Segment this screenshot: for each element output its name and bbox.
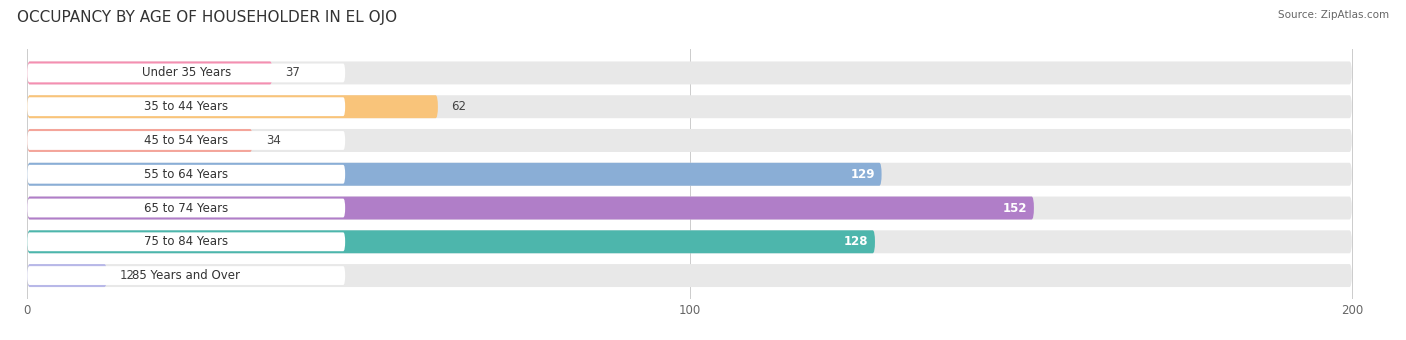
Text: Under 35 Years: Under 35 Years xyxy=(142,66,231,80)
FancyBboxPatch shape xyxy=(27,95,1351,118)
Text: 85 Years and Over: 85 Years and Over xyxy=(132,269,240,282)
FancyBboxPatch shape xyxy=(27,264,107,287)
Text: 34: 34 xyxy=(266,134,281,147)
FancyBboxPatch shape xyxy=(27,230,875,253)
FancyBboxPatch shape xyxy=(27,165,346,184)
Text: 12: 12 xyxy=(120,269,135,282)
Text: 129: 129 xyxy=(851,168,875,181)
Text: 65 to 74 Years: 65 to 74 Years xyxy=(145,202,228,215)
FancyBboxPatch shape xyxy=(27,163,1351,186)
FancyBboxPatch shape xyxy=(27,232,346,251)
Text: Source: ZipAtlas.com: Source: ZipAtlas.com xyxy=(1278,10,1389,20)
Text: 35 to 44 Years: 35 to 44 Years xyxy=(145,100,228,113)
FancyBboxPatch shape xyxy=(27,264,1351,287)
FancyBboxPatch shape xyxy=(27,95,437,118)
Text: 55 to 64 Years: 55 to 64 Years xyxy=(145,168,228,181)
FancyBboxPatch shape xyxy=(27,62,273,84)
Text: 128: 128 xyxy=(844,235,869,248)
Text: OCCUPANCY BY AGE OF HOUSEHOLDER IN EL OJO: OCCUPANCY BY AGE OF HOUSEHOLDER IN EL OJ… xyxy=(17,10,396,25)
FancyBboxPatch shape xyxy=(27,163,882,186)
Text: 37: 37 xyxy=(285,66,301,80)
Text: 152: 152 xyxy=(1002,202,1028,215)
FancyBboxPatch shape xyxy=(27,97,346,116)
FancyBboxPatch shape xyxy=(27,129,253,152)
Text: 62: 62 xyxy=(451,100,467,113)
FancyBboxPatch shape xyxy=(27,62,1351,84)
FancyBboxPatch shape xyxy=(27,129,1351,152)
FancyBboxPatch shape xyxy=(27,64,346,82)
FancyBboxPatch shape xyxy=(27,230,1351,253)
FancyBboxPatch shape xyxy=(27,266,346,285)
FancyBboxPatch shape xyxy=(27,131,346,150)
Text: 45 to 54 Years: 45 to 54 Years xyxy=(145,134,228,147)
FancyBboxPatch shape xyxy=(27,197,1033,220)
Text: 75 to 84 Years: 75 to 84 Years xyxy=(145,235,228,248)
FancyBboxPatch shape xyxy=(27,199,346,218)
FancyBboxPatch shape xyxy=(27,197,1351,220)
